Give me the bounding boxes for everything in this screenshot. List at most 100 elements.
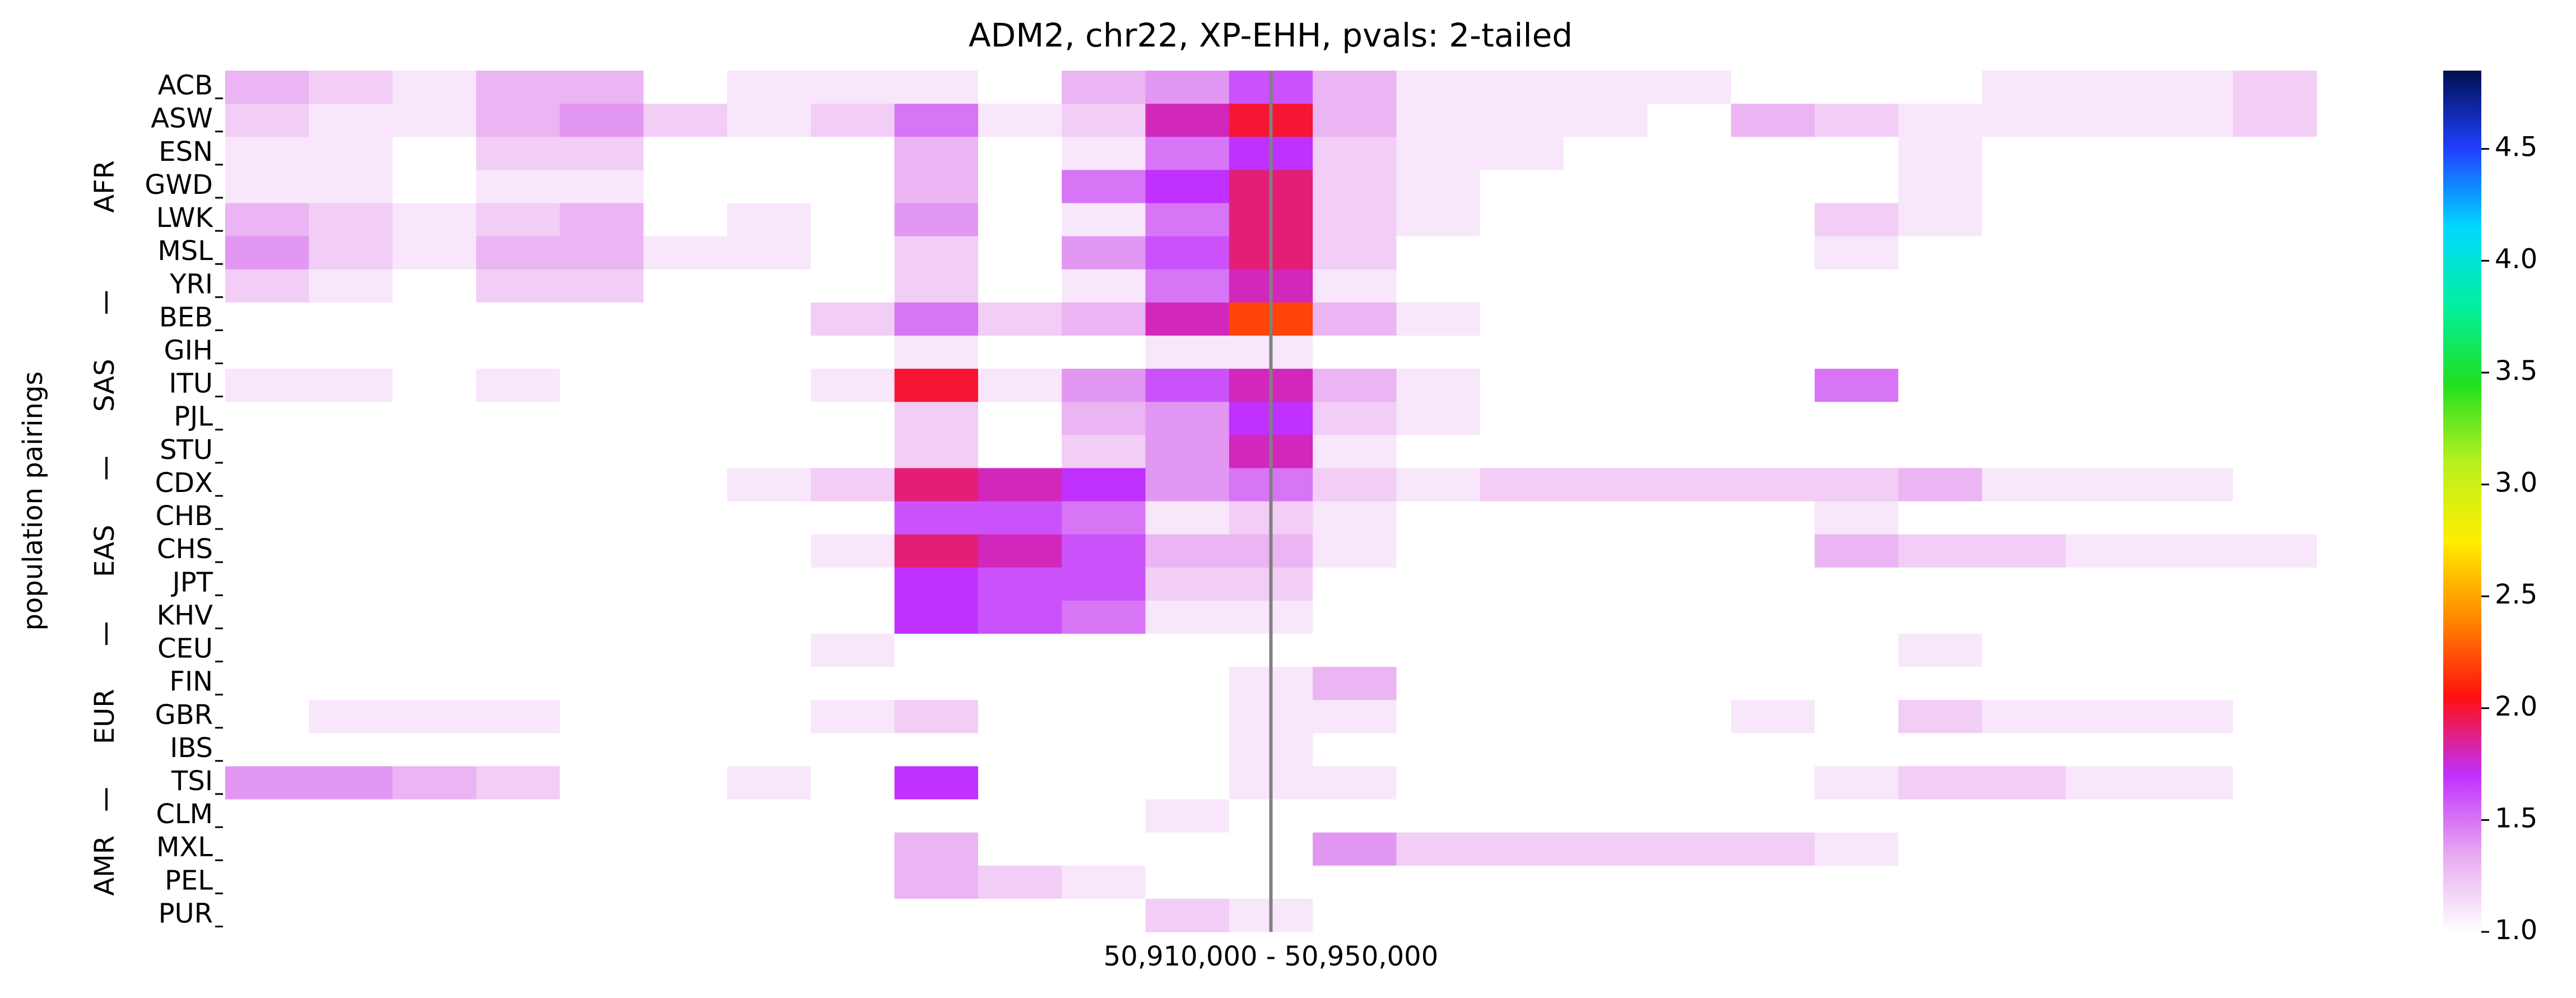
heatmap-cell <box>1564 236 1648 270</box>
heatmap-cell <box>1145 898 1230 932</box>
y-tick-label: LWK <box>156 202 214 234</box>
heatmap-cell <box>1898 898 1983 932</box>
heatmap-cell <box>1815 832 1899 866</box>
heatmap-cell <box>1815 468 1899 502</box>
heatmap-cell <box>1564 832 1648 866</box>
heatmap-cell <box>392 501 477 535</box>
heatmap-cell <box>2149 832 2234 866</box>
heatmap-cell <box>1313 170 1397 203</box>
heatmap-cell <box>1731 335 1815 369</box>
heatmap-cell <box>643 733 728 767</box>
heatmap-cell <box>476 700 560 734</box>
heatmap-cell <box>1647 402 1732 435</box>
heatmap-cell <box>1313 468 1397 502</box>
heatmap-cell <box>1982 369 2066 402</box>
heatmap-cell <box>1480 633 1564 667</box>
heatmap-cell <box>476 667 560 700</box>
heatmap-cell <box>309 799 393 833</box>
heatmap-cell <box>392 236 477 270</box>
heatmap-cell <box>1313 302 1397 336</box>
heatmap-cell <box>2066 567 2150 601</box>
heatmap-cell <box>1313 700 1397 734</box>
heatmap-cell <box>1815 567 1899 601</box>
heatmap-cell <box>727 104 811 137</box>
heatmap-cell <box>2066 898 2150 932</box>
heatmap-cell <box>1313 402 1397 435</box>
heatmap-cell <box>309 137 393 170</box>
heatmap-cell <box>1396 137 1481 170</box>
heatmap-cell <box>727 435 811 468</box>
heatmap-cell <box>894 302 979 336</box>
heatmap-cell <box>1062 567 1146 601</box>
heatmap-cell <box>1480 236 1564 270</box>
heatmap-cell <box>1564 534 1648 568</box>
heatmap-cell <box>978 633 1062 667</box>
heatmap-cell <box>1145 203 1230 237</box>
y-group-label: EUR <box>89 689 120 744</box>
y-tick-label: IBS <box>170 732 213 764</box>
heatmap-cell <box>978 71 1062 104</box>
heatmap-cell <box>309 435 393 468</box>
heatmap-cell <box>727 700 811 734</box>
heatmap-cell <box>225 633 309 667</box>
heatmap-cell <box>2066 236 2150 270</box>
heatmap-cell <box>2149 369 2234 402</box>
heatmap-cell <box>1647 203 1732 237</box>
heatmap-cell <box>1396 468 1481 502</box>
y-tick-label: CDX <box>155 467 213 499</box>
heatmap-cell <box>2233 402 2317 435</box>
heatmap-cell <box>811 898 895 932</box>
heatmap-cell <box>2149 799 2234 833</box>
heatmap-cell <box>894 766 979 800</box>
heatmap-cell <box>1815 236 1899 270</box>
heatmap-cell <box>1647 170 1732 203</box>
heatmap-cell <box>2233 766 2317 800</box>
heatmap-cell <box>476 865 560 899</box>
heatmap-cell <box>2066 71 2150 104</box>
heatmap-cell <box>225 667 309 700</box>
heatmap-cell <box>1982 236 2066 270</box>
heatmap-cell <box>1564 733 1648 767</box>
heatmap-cell <box>1564 501 1648 535</box>
heatmap-cell <box>1731 236 1815 270</box>
x-tick-label: 50,910,000 - 50,950,000 <box>1104 941 1439 972</box>
heatmap-cell <box>225 137 309 170</box>
heatmap-cell <box>1564 335 1648 369</box>
heatmap-cell <box>1062 402 1146 435</box>
heatmap-cell <box>392 700 477 734</box>
heatmap-cell <box>643 137 728 170</box>
heatmap-cell <box>2149 104 2234 137</box>
heatmap-cell <box>2149 236 2234 270</box>
heatmap-cell <box>643 402 728 435</box>
heatmap-cell <box>225 203 309 237</box>
heatmap-cell <box>560 700 644 734</box>
heatmap-cell <box>643 104 728 137</box>
heatmap-cell <box>1982 667 2066 700</box>
heatmap-cell <box>2149 700 2234 734</box>
heatmap-cell <box>643 633 728 667</box>
y-group-label: EAS <box>89 524 120 577</box>
heatmap-cell <box>225 468 309 502</box>
heatmap-cell <box>2066 600 2150 634</box>
heatmap-cell <box>1564 766 1648 800</box>
heatmap-cell <box>894 832 979 866</box>
heatmap-cell <box>1564 203 1648 237</box>
heatmap-cell <box>1982 435 2066 468</box>
heatmap-cell <box>727 865 811 899</box>
y-tick-label: PUR <box>159 898 213 929</box>
heatmap-cell <box>1815 137 1899 170</box>
heatmap-cell <box>1898 71 1983 104</box>
heatmap-cell <box>309 667 393 700</box>
heatmap-cell <box>1145 302 1230 336</box>
heatmap-cell <box>225 302 309 336</box>
heatmap-cell <box>392 137 477 170</box>
heatmap-cell <box>1313 600 1397 634</box>
heatmap-cell <box>978 534 1062 568</box>
heatmap-cell <box>1564 898 1648 932</box>
heatmap-cell <box>1731 302 1815 336</box>
heatmap-cell <box>1898 435 1983 468</box>
y-tick-label: YRI <box>169 268 213 300</box>
heatmap-cell <box>1062 170 1146 203</box>
heatmap-cell <box>1480 898 1564 932</box>
heatmap-cell <box>2149 137 2234 170</box>
